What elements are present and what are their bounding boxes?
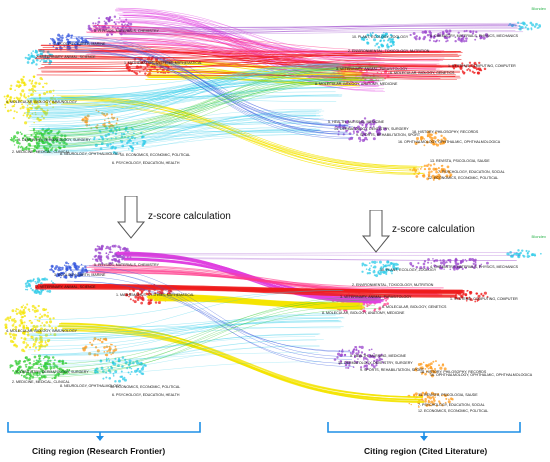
bottom-left-cluster-label-9: 10. ECONOMICS, ECONOMIC, POLITICAL — [110, 385, 181, 389]
bottom-right-cluster-label-5: 3. VETERINARY, ANIMAL, PARASITOLOGY — [340, 295, 412, 299]
cloud-history — [414, 130, 447, 147]
top-right-cluster-label-10: 9. SPORTS, REHABILITATION, SPORT — [356, 133, 421, 137]
cloud-psychology-right — [407, 391, 454, 408]
bottom-right-cluster-label-11: 16. OPHTHALMOLOGY, OPHTHALMIC, OPHTHALMO… — [430, 373, 533, 377]
cloud-health — [334, 117, 387, 143]
bottom-corner-mark: Blondex — [531, 234, 546, 239]
flow-blue — [65, 35, 355, 139]
top-right-cluster-label-11: 16. OPHTHALMOLOGY, OPHTHALMIC, OPHTHALMO… — [398, 140, 501, 144]
cloud-psychology-right — [409, 163, 453, 181]
bottom-right-cluster-label-12: 18. HISTORY, PHILOSOPHY, RECORDS — [420, 370, 487, 374]
left-bracket — [7, 422, 201, 433]
bottom-overlay-map: 5. PHYSICS, MATERIALS, CHEMISTRY 3. ECOLO… — [0, 228, 550, 418]
cloud-history — [413, 360, 447, 378]
flow-cyan — [25, 290, 345, 355]
top-right-cluster-label-5: 3. VETERINARY, ANIMAL, PARASITOLOGY — [336, 67, 408, 71]
right-bracket — [327, 422, 521, 433]
flow-green — [25, 62, 385, 149]
z-score-arrow-right — [361, 210, 391, 253]
bottom-right-cluster-label-4: 1. SYSTEMS, COMPUTING, COMPUTER — [450, 297, 518, 301]
flow-red — [35, 283, 465, 298]
region-brackets — [7, 422, 521, 441]
bottom-right-cluster-label-8: 5. HEALTH, NURSING, MEDICINE — [350, 354, 407, 358]
bottom-right-cluster-label-7: 8. MOLECULAR, BIOLOGY, ANATOMY, MEDICINE — [322, 311, 405, 315]
cloud-chemistry — [409, 29, 489, 43]
z-score-arrow-left — [116, 196, 146, 239]
flow-green — [28, 295, 385, 378]
top-left-cluster-label-6: 9. DENTISTRY, DERMATOLOGY, SURGERY — [18, 138, 91, 142]
top-left-cluster-label-4: 1. MATHEMATICS, SYSTEMS, MATHEMATICAL — [124, 61, 203, 65]
flow-cyan — [25, 62, 345, 129]
cloud-ecology — [49, 261, 89, 280]
cloud-molecular — [4, 303, 58, 353]
bottom-right-cluster-label-15: 12. ECONOMICS, ECONOMIC, POLITICAL — [418, 409, 489, 413]
flow-blue — [66, 264, 354, 367]
bottom-right-cluster-label-2: 10. PLANT, ECOLOGY, ZOOLOGY — [380, 268, 437, 272]
top-right-cluster-label-15: 12. ECONOMICS, ECONOMIC, POLITICAL — [428, 176, 499, 180]
bottom-left-cluster-label-10: 8. NEUROLOGY, OPHTHALMOLOGY — [60, 384, 122, 388]
bottom-left-cluster-label-5: 4. MOLECULAR, BIOLOGY, IMMUNOLOGY — [6, 329, 78, 333]
top-right-cluster-label-3: 2. ENVIRONMENTAL, TOXICOLOGY, NUTRITION — [348, 49, 430, 53]
top-left-cluster-label-9: 10. ECONOMICS, ECONOMIC, POLITICAL — [120, 153, 191, 157]
bottom-left-cluster-label-3: 7. VETERINARY, ANIMAL, SCIENCE — [36, 285, 96, 289]
bottom-left-cluster-label-8: 6. PSYCHOLOGY, EDUCATION, HEALTH — [112, 393, 180, 397]
top-flow-diagram — [3, 7, 541, 181]
bottom-left-cluster-label-1: 5. PHYSICS, MATERIALS, CHEMISTRY — [94, 263, 159, 267]
bottom-right-cluster-label-9: 14. DERMATOLOGY, DENTISTRY, SURGERY — [338, 361, 413, 365]
top-left-cluster-label-5: 4. MOLECULAR, BIOLOGY, IMMUNOLOGY — [6, 100, 78, 104]
cloud-plant — [361, 260, 400, 278]
top-left-cluster-label-7: 2. MEDICINE, MEDICAL, CLINICAL — [12, 150, 70, 154]
flow-yellow-low — [57, 322, 425, 403]
bottom-right-cluster-label-14: 7. PSYCHOLOGY, EDUCATION, SOCIAL — [418, 403, 485, 407]
cloud-chemistry — [409, 257, 489, 271]
top-right-cluster-label-13: 13. REVISTA, PSICOLOGIA, SAUDE — [430, 159, 490, 163]
top-left-cluster-label-3: 7. VETERINARY, ANIMAL, SCIENCE — [36, 55, 96, 59]
bottom-right-cluster-label-13: 13. REVISTA, PSICOLOGIA, SAUDE — [418, 393, 478, 397]
top-right-cluster-label-2: 10. PLANT, ECOLOGY, ZOOLOGY — [352, 35, 409, 39]
top-right-cluster-label-4: 1. SYSTEMS, COMPUTING, COMPUTER — [448, 64, 516, 68]
top-right-cluster-label-1: 4. CHEMISTRY, MATERIALS, PHYSICS, MECHAN… — [430, 34, 519, 38]
cloud-chem-tail — [506, 249, 542, 259]
bottom-left-cluster-label-7: 2. MEDICINE, MEDICAL, CLINICAL — [12, 380, 70, 384]
top-right-cluster-label-6: 6. MOLECULAR, BIOLOGY, GENETICS — [390, 71, 455, 75]
region-label-right: Citing region (Cited Literature) — [364, 446, 488, 456]
bottom-right-cluster-label-1: 4. CHEMISTRY, MATERIALS, PHYSICS, MECHAN… — [430, 265, 519, 269]
top-left-cluster-label-2: 3. ECOLOGY, EARTH, MARINE — [54, 42, 106, 46]
top-right-cluster-label-12: 18. HISTORY, PHILOSOPHY, RECORDS — [412, 130, 479, 134]
bottom-left-cluster-label-2: 3. ECOLOGY, EARTH, MARINE — [54, 273, 106, 277]
top-corner-mark: Blondex — [531, 6, 546, 11]
cloud-plant — [360, 31, 400, 49]
top-right-cluster-label-8: 5. HEALTH, NURSING, MEDICINE — [328, 120, 385, 124]
bottom-left-cluster-label-6: 9. DENTISTRY, DERMATOLOGY, SURGERY — [16, 370, 89, 374]
flow-purple — [115, 252, 522, 261]
top-overlay-map: 5. PHYSICS, MATERIALS, CHEMISTRY 3. ECOLO… — [0, 0, 550, 195]
top-right-cluster-label-9: 14. DERMATOLOGY, DENTISTRY, SURGERY — [334, 127, 409, 131]
top-right-cluster-label-7: 8. MOLECULAR, BIOLOGY, ANATOMY, MEDICINE — [315, 82, 398, 86]
bottom-flow-diagram — [4, 244, 542, 408]
flow-yellow — [146, 293, 365, 310]
z-score-label-left: z-score calculation — [148, 211, 231, 222]
region-label-left: Citing region (Research Frontier) — [32, 446, 166, 456]
cloud-medicine — [9, 354, 71, 381]
top-right-cluster-label-14: 7. PSYCHOLOGY, EDUCATION, SOCIAL — [438, 170, 505, 174]
top-left-cluster-label-10: 8. NEUROLOGY, OPHTHALMOLOGY — [60, 152, 122, 156]
bottom-right-cluster-label-3: 2. ENVIRONMENTAL, TOXICOLOGY, NUTRITION — [352, 283, 434, 287]
top-left-cluster-label-8: 6. PSYCHOLOGY, EDUCATION, HEALTH — [112, 161, 180, 165]
bottom-left-cluster-label-4: 1. MATHEMATICS, SYSTEMS, MATHEMATICAL — [116, 293, 195, 297]
bottom-right-cluster-label-6: 6. MOLECULAR, BIOLOGY, GENETICS — [382, 305, 447, 309]
bottom-right-cluster-label-10: 9. SPORTS, REHABILITATION, SPORT — [360, 368, 425, 372]
z-score-label-right: z-score calculation — [392, 224, 475, 235]
top-left-cluster-label-1: 5. PHYSICS, MATERIALS, CHEMISTRY — [94, 29, 159, 33]
